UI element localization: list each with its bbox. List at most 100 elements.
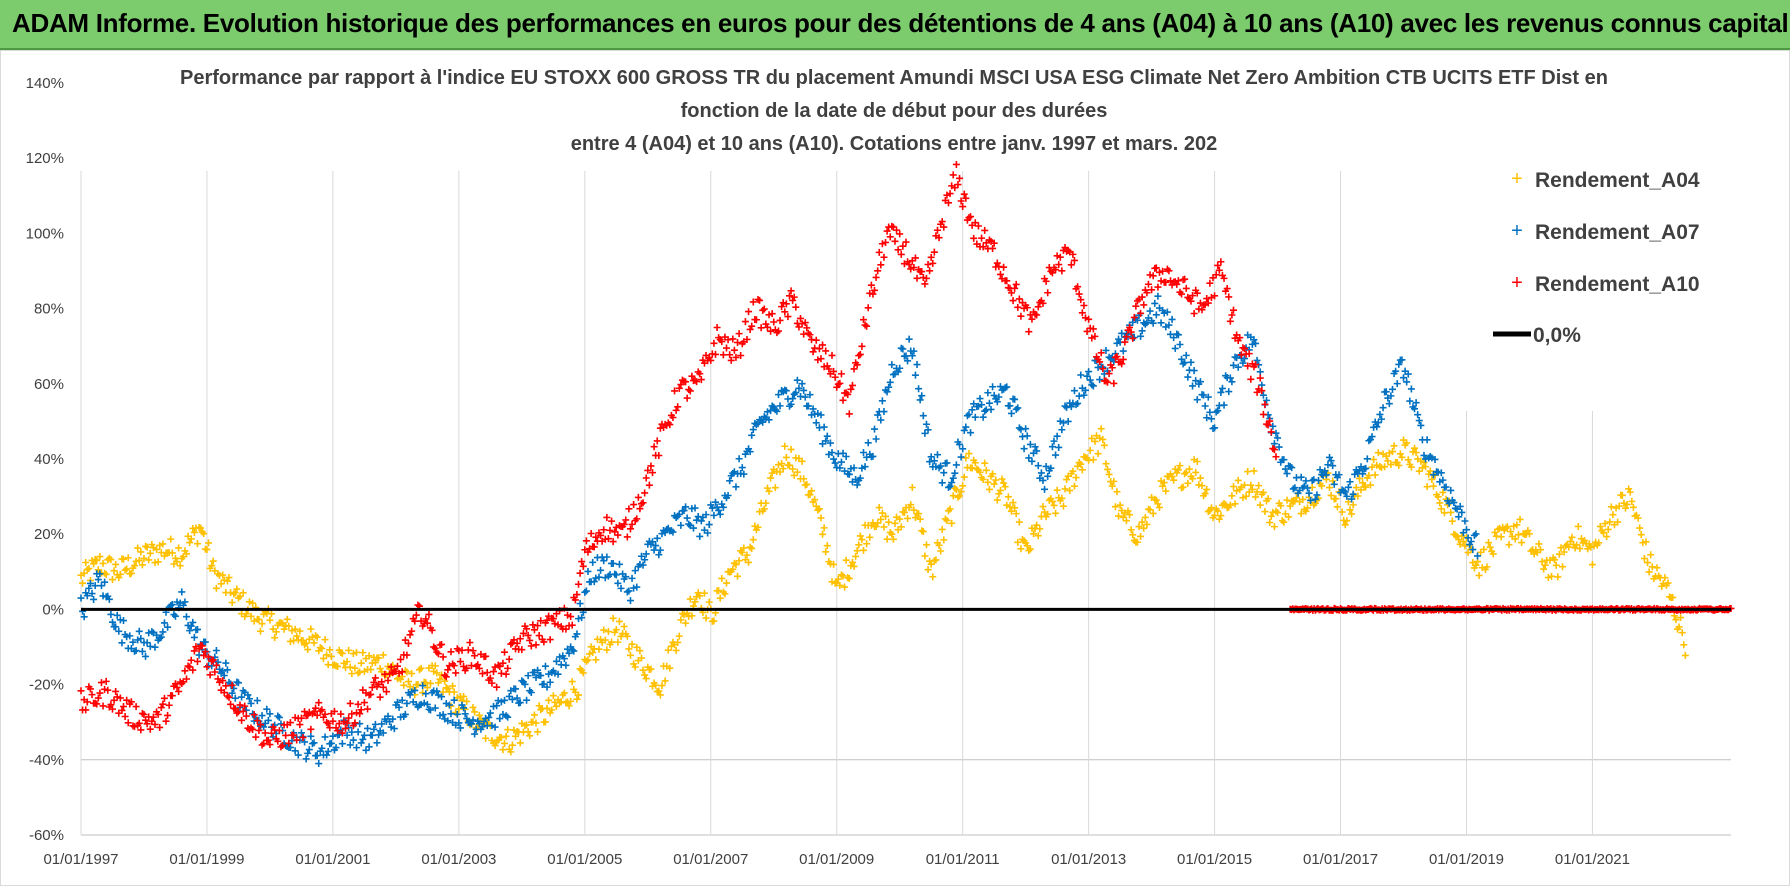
point-a04 (565, 702, 573, 710)
point-a10 (198, 642, 206, 650)
point-a10 (219, 677, 227, 685)
point-a04 (1609, 511, 1617, 519)
point-a07 (453, 710, 461, 718)
point-a10 (1075, 290, 1083, 298)
point-a04 (1058, 494, 1066, 502)
point-a10 (1154, 283, 1162, 291)
point-a07 (633, 583, 641, 591)
point-a07 (460, 704, 468, 712)
point-a07 (1415, 417, 1423, 425)
point-a07 (201, 638, 209, 646)
point-a07 (1083, 372, 1091, 380)
point-a10 (666, 421, 674, 429)
point-a10 (856, 350, 864, 358)
point-a04 (233, 585, 241, 593)
point-a04 (811, 496, 819, 504)
point-a04 (408, 670, 416, 678)
point-a04 (686, 595, 694, 603)
y-tick-label: 0% (42, 601, 64, 618)
point-a07 (1096, 376, 1104, 384)
point-a04 (266, 616, 274, 624)
point-a04 (1672, 616, 1680, 624)
point-a04 (1034, 532, 1042, 540)
point-a07 (1385, 400, 1393, 408)
point-a04 (842, 556, 850, 564)
point-a07 (957, 453, 965, 461)
point-a04 (427, 679, 435, 687)
point-a10 (1228, 311, 1236, 319)
point-a04 (1373, 461, 1381, 469)
point-a04 (1516, 515, 1524, 523)
point-a04 (1604, 525, 1612, 533)
point-a04 (732, 561, 740, 569)
point-a04 (855, 541, 863, 549)
point-a07 (186, 627, 194, 635)
point-a10 (568, 621, 576, 629)
point-a10 (952, 160, 960, 168)
point-a10 (809, 348, 817, 356)
point-a07 (960, 426, 968, 434)
point-a07 (804, 402, 812, 410)
point-a10 (496, 662, 504, 670)
point-a04 (431, 662, 439, 670)
point-a04 (938, 525, 946, 533)
point-a07 (812, 419, 820, 427)
point-a07 (1411, 405, 1419, 413)
point-a10 (337, 710, 345, 718)
point-a04 (641, 671, 649, 679)
point-a04 (1377, 464, 1385, 472)
point-a10 (763, 323, 771, 331)
point-a07 (560, 655, 568, 663)
point-a04 (1044, 510, 1052, 518)
point-a04 (647, 665, 655, 673)
point-a07 (1458, 508, 1466, 516)
point-a10 (842, 389, 850, 397)
point-a07 (965, 410, 973, 418)
point-a04 (656, 691, 664, 699)
point-a07 (817, 411, 825, 419)
point-a07 (401, 710, 409, 718)
point-a10 (882, 238, 890, 246)
point-a04 (268, 610, 276, 618)
point-a07 (1075, 392, 1083, 400)
point-a10 (859, 316, 867, 324)
point-a07 (264, 716, 272, 724)
point-a04 (718, 574, 726, 582)
point-a04 (957, 488, 965, 496)
point-a07 (1074, 399, 1082, 407)
point-a07 (83, 592, 91, 600)
point-a04 (952, 486, 960, 494)
point-a07 (1252, 339, 1260, 347)
point-a04 (1217, 512, 1225, 520)
point-a10 (425, 610, 433, 618)
point-a07 (726, 477, 734, 485)
point-a04 (1228, 492, 1236, 500)
point-a04 (1105, 470, 1113, 478)
point-a04 (1614, 518, 1622, 526)
point-a04 (524, 728, 532, 736)
point-a07 (1472, 530, 1480, 538)
point-a10 (530, 626, 538, 634)
point-a04 (1259, 488, 1267, 496)
point-a10 (883, 227, 891, 235)
point-a04 (1642, 538, 1650, 546)
point-a10 (971, 219, 979, 227)
point-a04 (212, 584, 220, 592)
point-a10 (949, 171, 957, 179)
point-a07 (1081, 386, 1089, 394)
point-a10 (131, 723, 139, 731)
point-a10 (1252, 361, 1260, 369)
point-a10 (173, 683, 181, 691)
point-a04 (845, 575, 853, 583)
point-a10 (326, 724, 334, 732)
point-a10 (592, 533, 600, 541)
point-a04 (740, 544, 748, 552)
point-a04 (604, 628, 612, 636)
point-a04 (1507, 528, 1515, 536)
point-a04 (1231, 500, 1239, 508)
point-a04 (1247, 481, 1255, 489)
point-a10 (757, 324, 765, 332)
point-a04 (1267, 512, 1275, 520)
point-a04 (1207, 504, 1215, 512)
point-a10 (159, 700, 167, 708)
